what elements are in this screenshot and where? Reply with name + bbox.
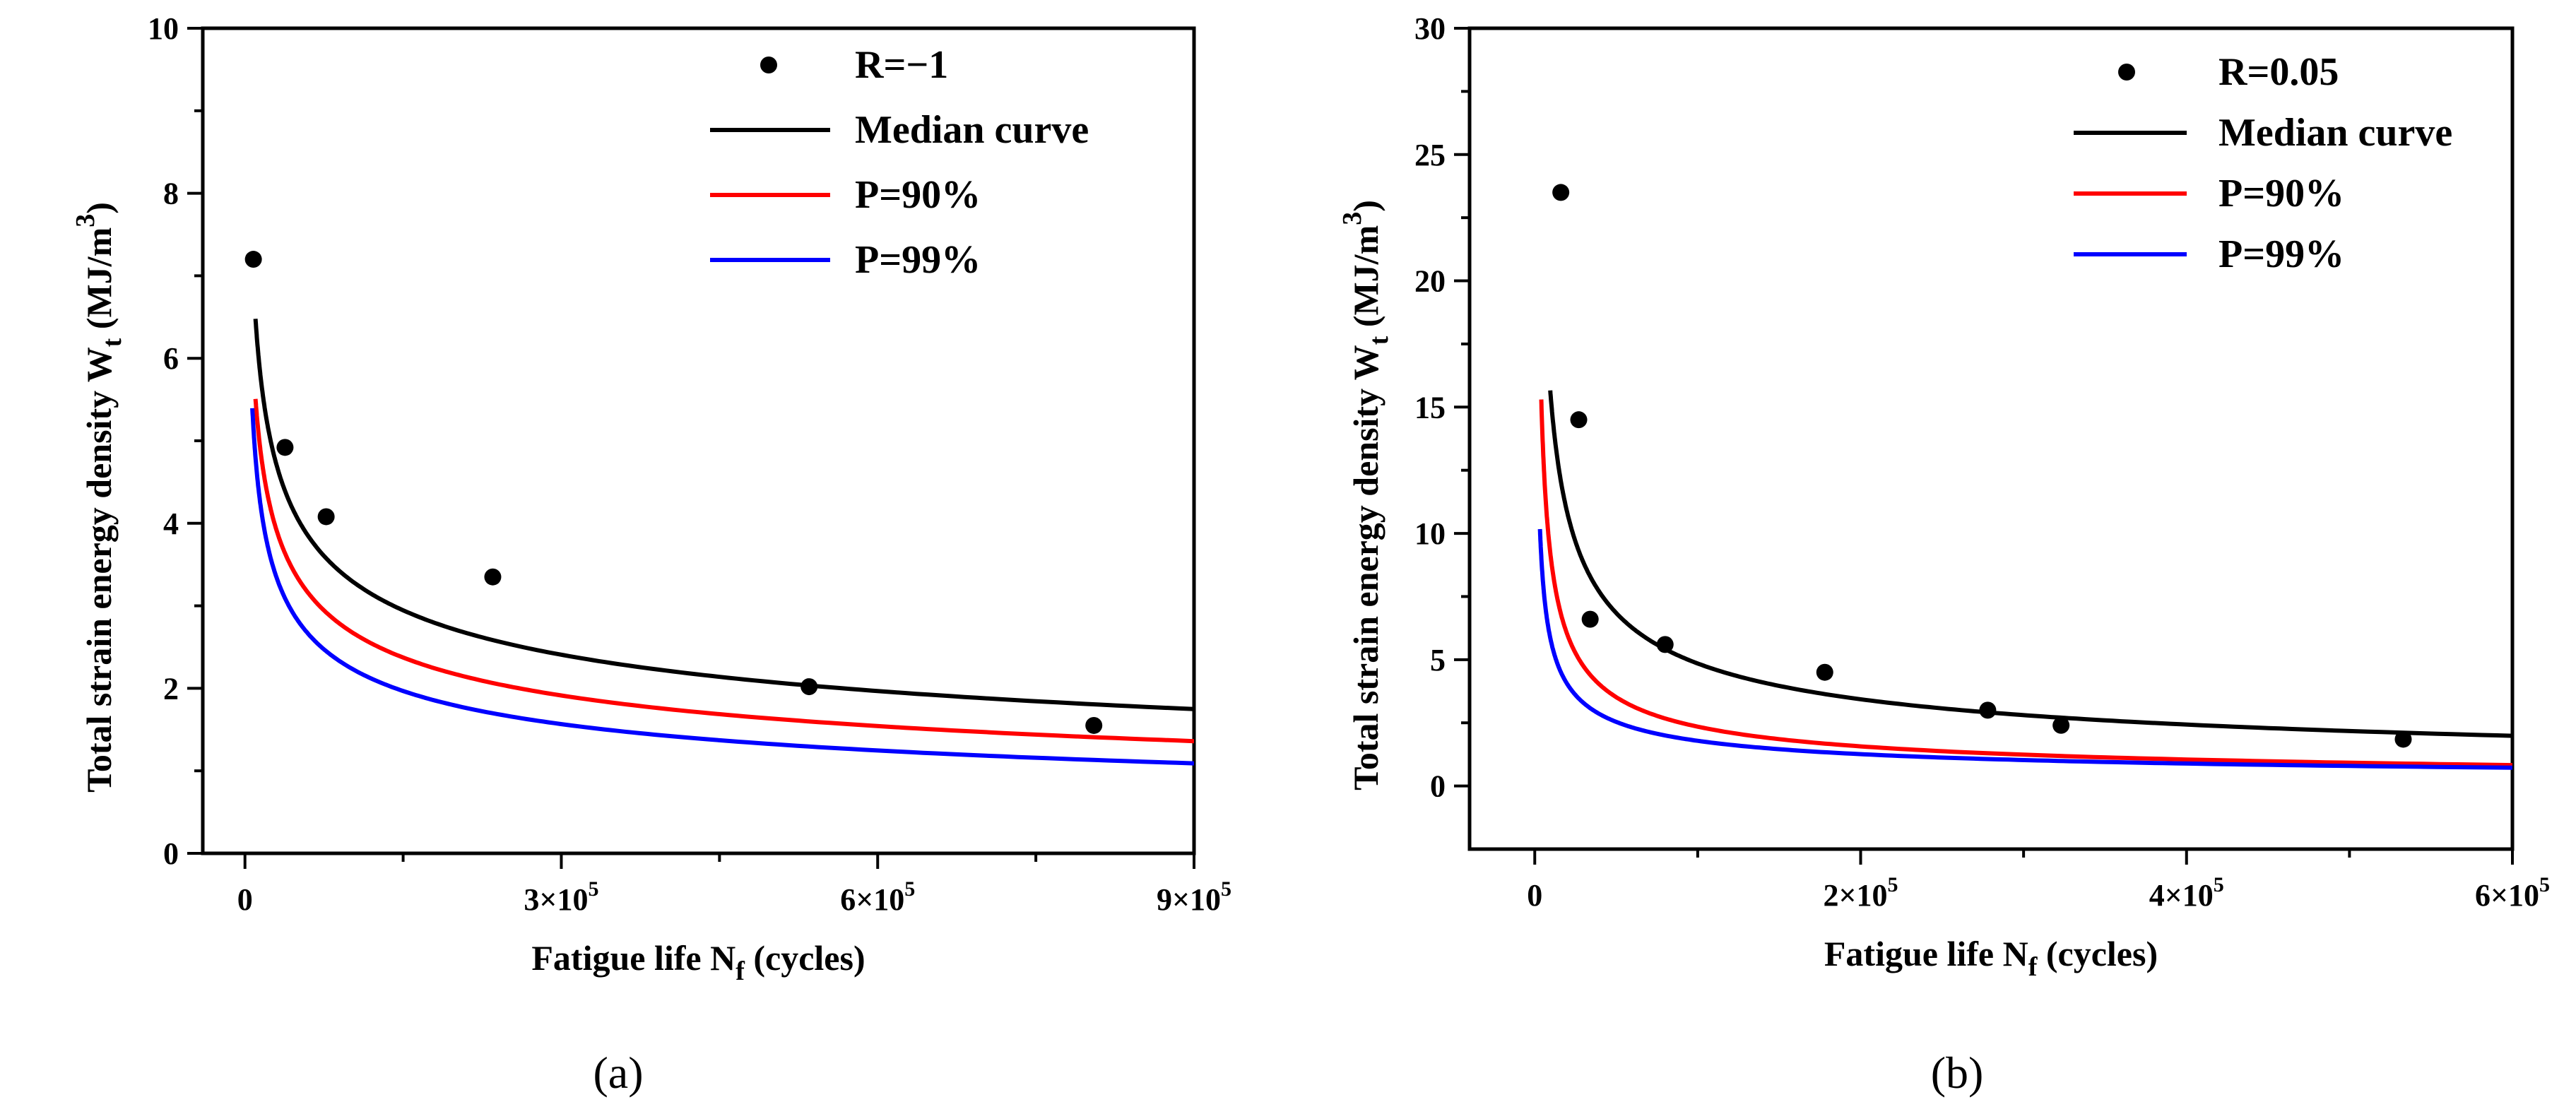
y-axis-title-ylabel: Total strain energy density W (79, 347, 119, 793)
y-tick-label: 0 (163, 836, 179, 871)
y-tick-label: 2 (163, 671, 179, 706)
legend-label: R=0.05 (2218, 50, 2339, 94)
y-tick-label: 25 (1414, 138, 1446, 172)
data-point (800, 678, 818, 696)
legend-label: P=90% (855, 173, 981, 217)
data-point (276, 439, 294, 456)
x-tick-mantissa: 0 (237, 882, 253, 917)
x-axis-title-xlabel: Fatigue life N (531, 938, 735, 978)
y-tick-label: 0 (1430, 769, 1446, 804)
legend: R=0.05 Median curve P=90% P=99% (2074, 50, 2452, 276)
x-tick-label: 2×105 (1823, 873, 1898, 913)
y-axis-title-ylabel-sup: 3 (1337, 212, 1367, 225)
curves (1537, 390, 2512, 770)
x-tick-label: 9×105 (1157, 877, 1231, 917)
x-axis-title: Fatigue life Nf (cycles) (1824, 934, 2158, 982)
data-point (1656, 636, 1674, 653)
x-axis-title-xlabel-unit: (cycles) (745, 938, 865, 978)
data-point (1552, 184, 1570, 201)
x-tick-label: 6×105 (2475, 873, 2550, 913)
data-point (1570, 411, 1588, 429)
legend-label: Median curve (855, 108, 1089, 152)
series-line-p90 (1539, 399, 2512, 768)
y-tick-label: 20 (1414, 264, 1446, 299)
legend: R=−1 Median curve P=90% P=99% (710, 43, 1089, 282)
y-tick-label: 10 (1414, 516, 1446, 551)
x-tick-mantissa: 9×10 (1157, 882, 1221, 917)
y-axis-title-ylabel: Total strain energy density W (1346, 345, 1386, 790)
panel-caption: (a) (593, 1048, 643, 1098)
data-point (317, 508, 335, 526)
x-axis-title-xlabel-sub: f (2028, 952, 2038, 982)
data-point (1581, 610, 1599, 628)
y-axis-title-ylabel-sub: t (98, 338, 127, 347)
series-line-median (1548, 390, 2512, 738)
series-line-p99 (250, 408, 1194, 766)
x-tick-exponent: 5 (2214, 873, 2224, 896)
y-tick-label: 6 (163, 341, 179, 376)
x-tick-exponent: 5 (589, 877, 599, 901)
data-point (2394, 730, 2412, 748)
y-tick-label: 10 (148, 11, 179, 46)
x-axis-title: Fatigue life Nf (cycles) (531, 938, 865, 986)
data-point (244, 251, 262, 268)
legend-label: Median curve (2218, 111, 2452, 155)
x-tick-label: 3×105 (524, 877, 598, 917)
x-tick-mantissa: 6×10 (2475, 878, 2539, 913)
x-tick-label: 6×105 (840, 877, 915, 917)
y-axis-title-ylabel-sub: t (1364, 336, 1394, 345)
x-tick-exponent: 5 (2539, 873, 2550, 896)
x-axis-title-xlabel-unit: (cycles) (2037, 934, 2158, 973)
plot-frame (201, 26, 1196, 855)
panel-caption: (b) (1931, 1048, 1984, 1098)
x-tick-mantissa: 0 (1527, 878, 1542, 913)
legend-marker-points (2118, 64, 2135, 81)
x-axis-title-xlabel: Fatigue life N (1824, 934, 2028, 973)
y-axis-title-ylabel-unit: (MJ/m (79, 227, 119, 338)
x-tick-mantissa: 3×10 (524, 882, 588, 917)
series-line-p99 (1537, 528, 2512, 770)
legend-label: R=−1 (855, 43, 948, 87)
data-point (1085, 716, 1103, 734)
y-axis-title-ylabel-sup: 3 (71, 214, 100, 227)
y-tick-label: 8 (163, 177, 179, 211)
x-tick-mantissa: 2×10 (1823, 878, 1887, 913)
x-tick-exponent: 5 (904, 877, 915, 901)
data-point (1816, 663, 1833, 681)
series-line-p90 (253, 398, 1194, 744)
plot-frame (1467, 26, 2515, 851)
curves (250, 319, 1194, 766)
data-point (1979, 701, 1997, 719)
x-tick-label: 0 (237, 882, 253, 917)
y-axis-title-ylabel-close: ) (1346, 200, 1386, 212)
x-tick-exponent: 5 (1888, 873, 1898, 896)
y-axis-title-ylabel-close: ) (79, 202, 119, 214)
legend-label: P=99% (855, 238, 981, 282)
x-tick-exponent: 5 (1221, 877, 1231, 901)
legend-label: P=90% (2218, 172, 2344, 215)
legend-label: P=99% (2218, 232, 2344, 276)
x-tick-mantissa: 4×10 (2149, 878, 2214, 913)
x-tick-mantissa: 6×10 (840, 882, 904, 917)
y-tick-label: 4 (163, 506, 179, 541)
y-axis-title: Total strain energy density Wt (MJ/m3) (71, 202, 127, 793)
series-line-median (253, 319, 1194, 711)
y-axis-title: Total strain energy density Wt (MJ/m3) (1337, 200, 1394, 790)
y-tick-label: 15 (1414, 390, 1446, 425)
data-point (484, 568, 502, 586)
x-tick-label: 0 (1527, 878, 1542, 913)
data-point (2052, 716, 2070, 734)
y-tick-label: 30 (1414, 11, 1446, 46)
x-tick-label: 4×105 (2149, 873, 2224, 913)
legend-marker-points (760, 57, 777, 73)
y-axis-title-ylabel-unit: (MJ/m (1346, 225, 1386, 336)
x-axis-title-xlabel-sub: f (735, 956, 745, 986)
y-tick-label: 5 (1430, 643, 1446, 677)
